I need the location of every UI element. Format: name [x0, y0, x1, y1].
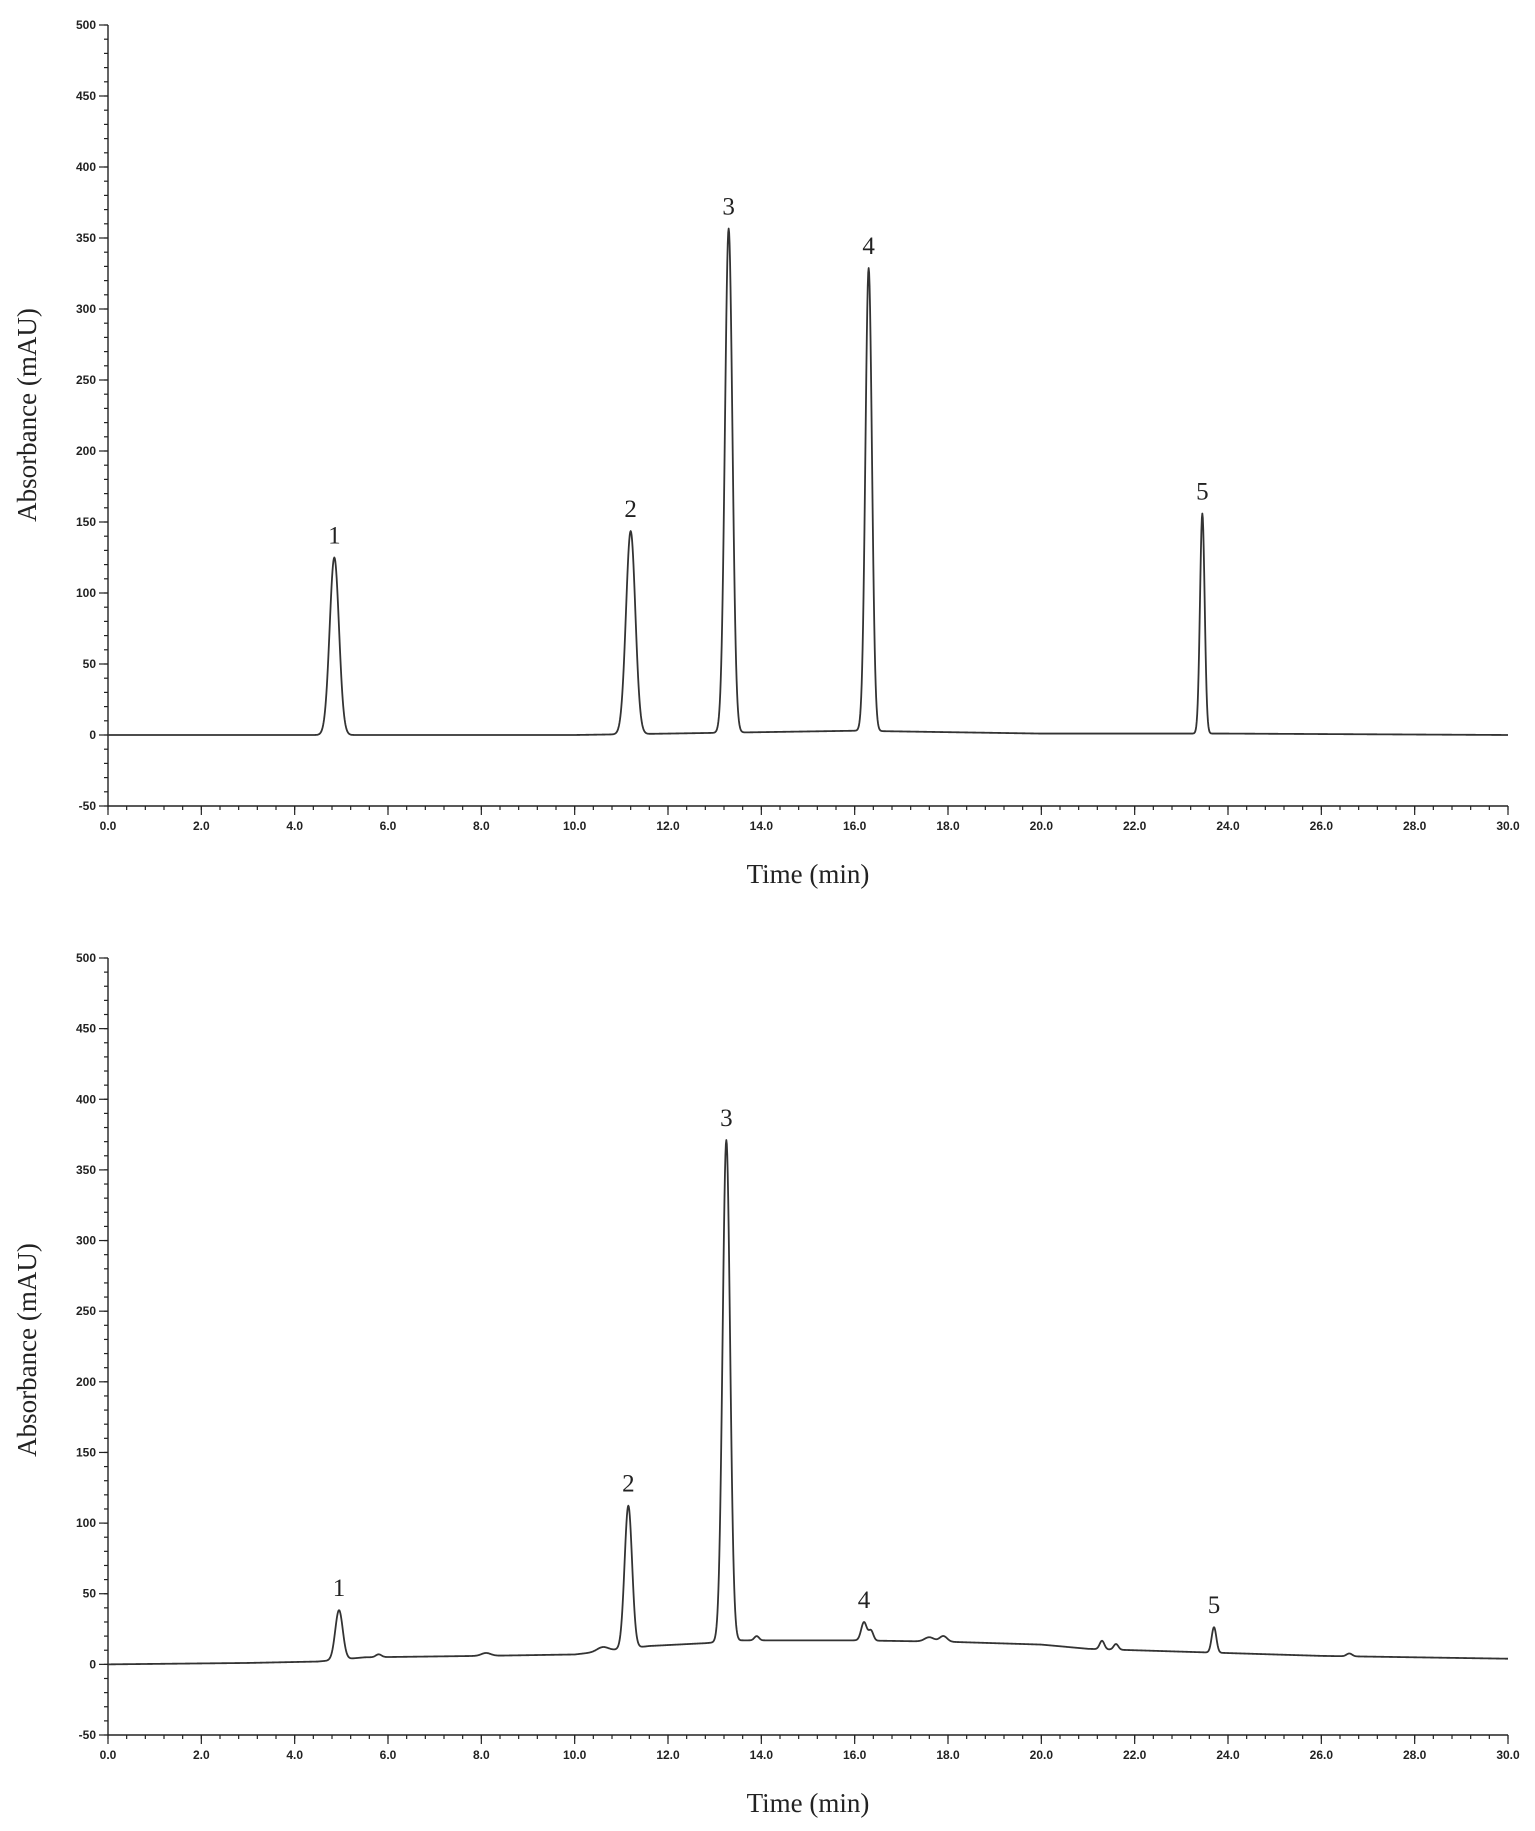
x-tick-label: 4.0: [286, 1748, 303, 1762]
x-tick-label: 30.0: [1496, 819, 1520, 833]
peak-label-5: 5: [1208, 1592, 1221, 1619]
x-tick-label: 26.0: [1310, 1748, 1334, 1762]
x-tick-label: 2.0: [193, 1748, 210, 1762]
chromatogram-trace: [107, 227, 1509, 736]
y-tick-label: 300: [76, 302, 96, 316]
y-tick-label: 0: [89, 1657, 96, 1671]
x-tick-label: 20.0: [1030, 1748, 1054, 1762]
y-tick-label: 300: [76, 1234, 96, 1248]
y-axis-title: Absorbance (mAU): [12, 1243, 42, 1457]
y-tick-label: 200: [76, 444, 96, 458]
x-tick-label: 6.0: [380, 1748, 397, 1762]
x-tick-label: 14.0: [750, 1748, 774, 1762]
peak-label-2: 2: [624, 496, 637, 523]
y-tick-label: 350: [76, 231, 96, 245]
y-tick-label: 500: [76, 951, 96, 965]
x-tick-label: 26.0: [1310, 819, 1334, 833]
x-tick-label: 12.0: [656, 819, 680, 833]
y-tick-label: -50: [79, 799, 97, 813]
x-tick-label: 0.0: [100, 1748, 117, 1762]
peak-label-3: 3: [720, 1105, 733, 1132]
y-tick-label: 50: [83, 657, 97, 671]
y-tick-label: 450: [76, 1022, 96, 1036]
chromatogram-panel-1: 0.0 2.0 4.0 6.0 8.0 10.0 12.0 14.0 16.0 18.0 20.0 2…: [12, 18, 1520, 889]
x-tick-label: 24.0: [1216, 1748, 1240, 1762]
x-tick-label: 14.0: [750, 819, 774, 833]
x-tick-label: 22.0: [1123, 819, 1147, 833]
x-tick-label: 6.0: [380, 819, 397, 833]
y-tick-label: 150: [76, 515, 96, 529]
peak-label-1: 1: [328, 523, 341, 550]
y-tick-label: 450: [76, 89, 96, 103]
peak-label-2: 2: [622, 1471, 635, 1498]
y-tick-label: 350: [76, 1163, 96, 1177]
x-tick-label: 28.0: [1403, 1748, 1427, 1762]
x-tick-label: 22.0: [1123, 1748, 1147, 1762]
x-tick-label: 10.0: [563, 1748, 587, 1762]
x-tick-label: 8.0: [473, 1748, 490, 1762]
y-tick-label: 250: [76, 1304, 96, 1318]
y-tick-label: 100: [76, 1516, 96, 1530]
y-tick-label: 50: [83, 1587, 97, 1601]
y-axis-title: Absorbance (mAU): [12, 308, 42, 522]
x-tick-label: 12.0: [656, 1748, 680, 1762]
y-tick-label: 150: [76, 1445, 96, 1459]
x-tick-label: 28.0: [1403, 819, 1427, 833]
x-axis-title: Time (min): [747, 859, 870, 889]
y-tick-label: -50: [79, 1728, 97, 1742]
x-tick-label: 30.0: [1496, 1748, 1520, 1762]
y-tick-label: 400: [76, 1092, 96, 1106]
x-tick-label: 16.0: [843, 819, 867, 833]
x-tick-label: 4.0: [286, 819, 303, 833]
x-tick-label: 20.0: [1030, 819, 1054, 833]
peak-label-4: 4: [858, 1587, 871, 1614]
y-tick-label: 200: [76, 1375, 96, 1389]
x-tick-label: 24.0: [1216, 819, 1240, 833]
peak-label-3: 3: [722, 194, 735, 221]
x-tick-label: 16.0: [843, 1748, 867, 1762]
x-tick-label: 18.0: [936, 819, 960, 833]
chromatogram-panel-2: 0.0 2.0 4.0 6.0 8.0 10.0 12.0 14.0 16.0 18.0 20.0 2…: [12, 951, 1520, 1818]
peak-label-4: 4: [862, 233, 875, 260]
y-tick-label: 0: [89, 728, 96, 742]
x-tick-label: 18.0: [936, 1748, 960, 1762]
x-tick-label: 0.0: [100, 819, 117, 833]
y-tick-label: 250: [76, 373, 96, 387]
chromatogram-trace: [107, 1139, 1509, 1666]
y-tick-label: 100: [76, 586, 96, 600]
y-tick-label: 500: [76, 18, 96, 32]
x-axis-title: Time (min): [747, 1788, 870, 1818]
x-tick-label: 10.0: [563, 819, 587, 833]
y-tick-label: 400: [76, 160, 96, 174]
x-tick-label: 2.0: [193, 819, 210, 833]
peak-label-5: 5: [1196, 478, 1209, 505]
x-tick-label: 8.0: [473, 819, 490, 833]
peak-label-1: 1: [333, 1575, 346, 1602]
